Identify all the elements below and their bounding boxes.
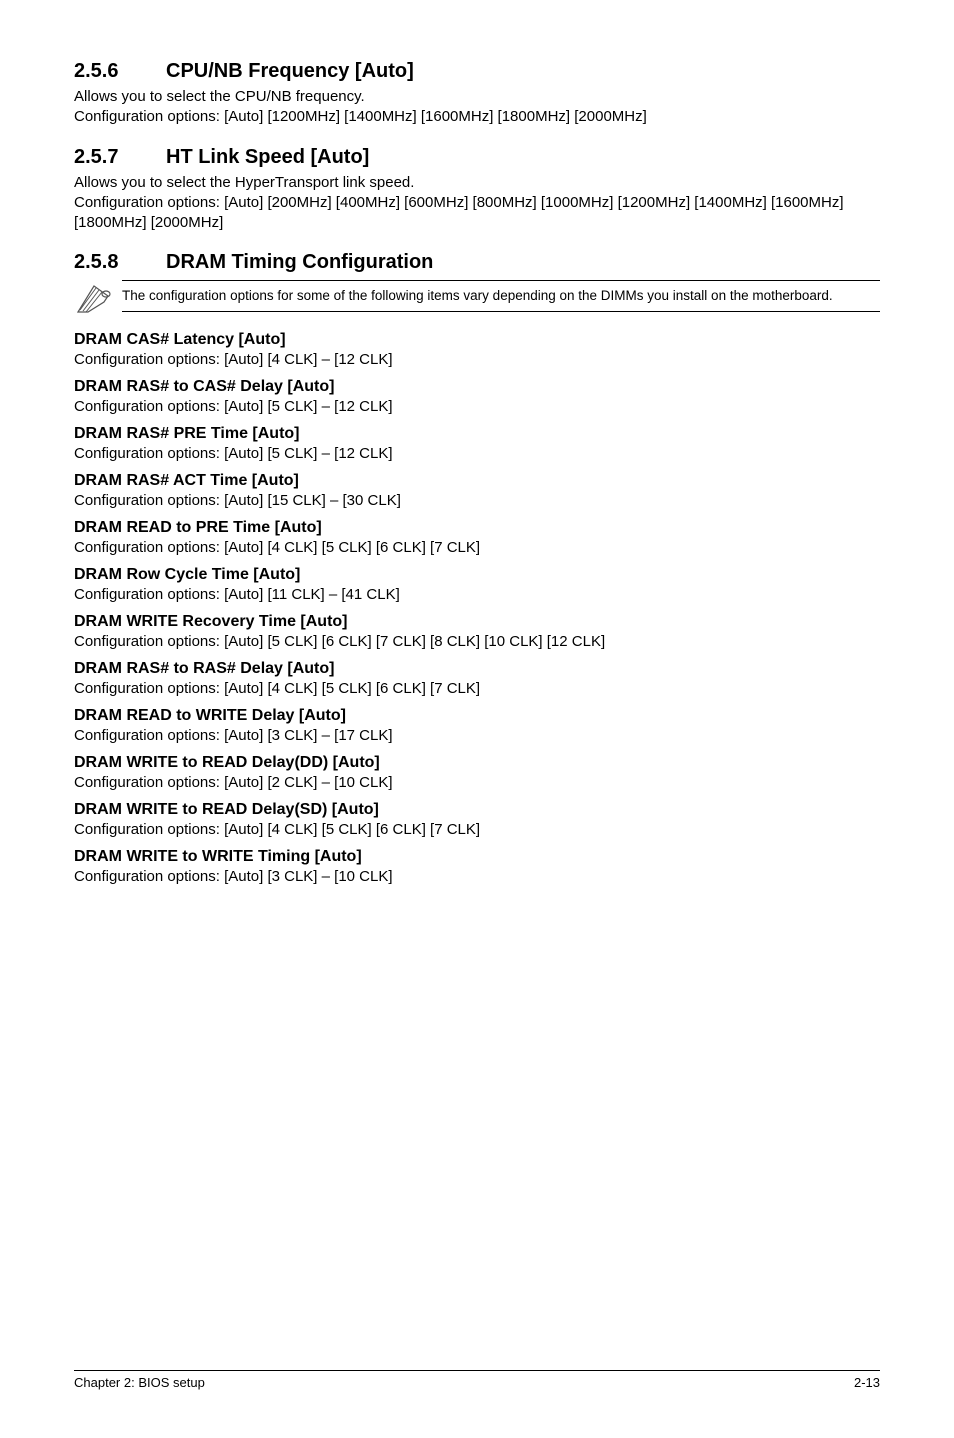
section-2-5-7: 2.5.7HT Link Speed [Auto] Allows you to … [74, 146, 880, 234]
dram-item-options: Configuration options: [Auto] [4 CLK] [5… [74, 680, 880, 697]
dram-item-options: Configuration options: [Auto] [5 CLK] [6… [74, 633, 880, 650]
page-footer: Chapter 2: BIOS setup 2-13 [74, 1370, 880, 1390]
heading-258-title: DRAM Timing Configuration [166, 251, 433, 273]
dram-item-heading: DRAM WRITE to READ Delay(DD) [Auto] [74, 754, 880, 772]
body-257-l1: Allows you to select the HyperTransport … [74, 174, 414, 191]
footer-left: Chapter 2: BIOS setup [74, 1375, 205, 1390]
dram-item-heading: DRAM Row Cycle Time [Auto] [74, 566, 880, 584]
heading-257-num: 2.5.7 [74, 146, 166, 169]
note-block: The configuration options for some of th… [74, 276, 880, 321]
heading-256-title: CPU/NB Frequency [Auto] [166, 60, 414, 82]
dram-item-heading: DRAM READ to WRITE Delay [Auto] [74, 707, 880, 725]
note-text-wrap: The configuration options for some of th… [122, 280, 880, 312]
body-256: Allows you to select the CPU/NB frequenc… [74, 87, 880, 128]
dram-items: DRAM CAS# Latency [Auto] Configuration op… [74, 331, 880, 885]
body-256-l2: Configuration options: [Auto] [1200MHz] … [74, 108, 647, 125]
dram-item-options: Configuration options: [Auto] [5 CLK] – … [74, 398, 880, 415]
dram-item-heading: DRAM RAS# PRE Time [Auto] [74, 425, 880, 443]
dram-item-options: Configuration options: [Auto] [15 CLK] –… [74, 492, 880, 509]
heading-256: 2.5.6CPU/NB Frequency [Auto] [74, 60, 880, 83]
heading-257-title: HT Link Speed [Auto] [166, 146, 369, 168]
dram-item-heading: DRAM READ to PRE Time [Auto] [74, 519, 880, 537]
dram-item-heading: DRAM RAS# ACT Time [Auto] [74, 472, 880, 490]
section-2-5-6: 2.5.6CPU/NB Frequency [Auto] Allows you … [74, 60, 880, 128]
dram-item-heading: DRAM WRITE to WRITE Timing [Auto] [74, 848, 880, 866]
dram-item-heading: DRAM WRITE Recovery Time [Auto] [74, 613, 880, 631]
dram-item-options: Configuration options: [Auto] [2 CLK] – … [74, 774, 880, 791]
section-2-5-8: 2.5.8DRAM Timing Configuration The confi… [74, 251, 880, 885]
note-text: The configuration options for some of th… [122, 287, 880, 305]
heading-256-num: 2.5.6 [74, 60, 166, 83]
heading-257: 2.5.7HT Link Speed [Auto] [74, 146, 880, 169]
dram-item-options: Configuration options: [Auto] [3 CLK] – … [74, 868, 880, 885]
dram-item-heading: DRAM RAS# to RAS# Delay [Auto] [74, 660, 880, 678]
dram-item-options: Configuration options: [Auto] [3 CLK] – … [74, 727, 880, 744]
dram-item-options: Configuration options: [Auto] [5 CLK] – … [74, 445, 880, 462]
body-256-l1: Allows you to select the CPU/NB frequenc… [74, 88, 365, 105]
dram-item-options: Configuration options: [Auto] [11 CLK] –… [74, 586, 880, 603]
note-icon [74, 280, 122, 321]
heading-258-num: 2.5.8 [74, 251, 166, 274]
dram-item-heading: DRAM CAS# Latency [Auto] [74, 331, 880, 349]
dram-item-heading: DRAM RAS# to CAS# Delay [Auto] [74, 378, 880, 396]
dram-item-options: Configuration options: [Auto] [4 CLK] – … [74, 351, 880, 368]
footer-right: 2-13 [854, 1375, 880, 1390]
heading-258: 2.5.8DRAM Timing Configuration [74, 251, 880, 274]
body-257-l2: Configuration options: [Auto] [200MHz] [… [74, 194, 844, 231]
dram-item-heading: DRAM WRITE to READ Delay(SD) [Auto] [74, 801, 880, 819]
dram-item-options: Configuration options: [Auto] [4 CLK] [5… [74, 821, 880, 838]
body-257: Allows you to select the HyperTransport … [74, 173, 880, 234]
dram-item-options: Configuration options: [Auto] [4 CLK] [5… [74, 539, 880, 556]
